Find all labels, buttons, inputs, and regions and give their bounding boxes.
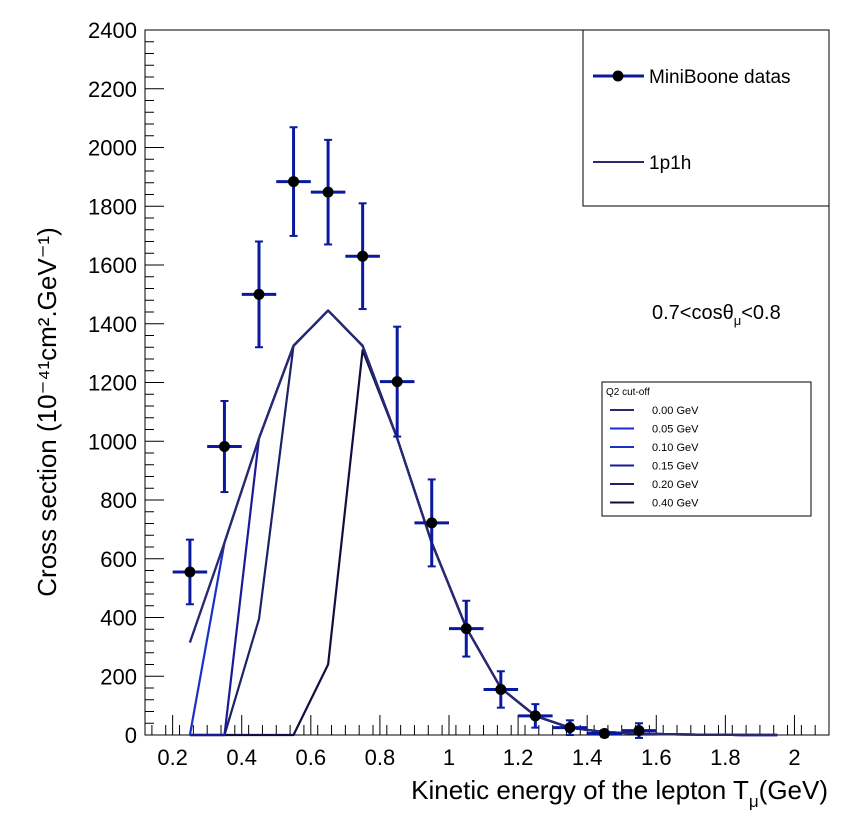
data-point bbox=[253, 288, 265, 300]
data-point bbox=[218, 441, 230, 453]
data-point bbox=[322, 186, 334, 198]
data-layer bbox=[172, 126, 657, 740]
cutoff-legend-label: 0.40 GeV bbox=[652, 498, 699, 510]
y-tick-label: 2200 bbox=[88, 77, 137, 102]
x-tick-label: 0.6 bbox=[296, 745, 327, 770]
x-tick-label: 1.4 bbox=[572, 745, 603, 770]
cutoff-legend: Q2 cut-off 0.00 GeV 0.05 GeV 0.10 GeV 0.15 … bbox=[601, 381, 812, 517]
data-point bbox=[460, 623, 472, 635]
y-tick-label: 1800 bbox=[88, 194, 137, 219]
x-tick-label: 2 bbox=[788, 745, 800, 770]
x-axis-title: Kinetic energy of the lepton Tμ(GeV) bbox=[411, 775, 828, 811]
y-tick-label: 2400 bbox=[88, 18, 137, 43]
main-legend-box bbox=[582, 29, 830, 207]
x-tick-label: 0.2 bbox=[157, 745, 188, 770]
y-tick-label: 600 bbox=[100, 547, 137, 572]
legend-label-miniboone: MiniBoone datas bbox=[649, 67, 791, 88]
y-tick-label: 800 bbox=[100, 488, 137, 513]
series-line-1p1h bbox=[188, 309, 778, 737]
y-tick-label: 200 bbox=[100, 664, 137, 689]
data-point bbox=[357, 250, 369, 262]
data-point bbox=[495, 683, 507, 695]
y-tick-label: 1600 bbox=[88, 253, 137, 278]
data-point bbox=[598, 728, 610, 740]
cutoff-legend-label: 0.20 GeV bbox=[652, 479, 699, 491]
legend-label-1p1h: 1p1h bbox=[649, 153, 691, 174]
x-tick-label: 1.2 bbox=[503, 745, 534, 770]
cutoff-legend-label: 0.05 GeV bbox=[652, 424, 699, 436]
x-tick-label: 0.8 bbox=[365, 745, 396, 770]
y-axis: 0 200 400 600 800 1000 1200 1400 1600 1800 2000 220… bbox=[88, 18, 164, 748]
cutoff-legend-label: 0.00 GeV bbox=[652, 405, 699, 417]
x-tick-label: 1 bbox=[443, 745, 455, 770]
legend-data-marker bbox=[612, 70, 624, 82]
data-point bbox=[564, 722, 576, 734]
y-tick-label: 0 bbox=[125, 723, 137, 748]
cutoff-legend-label: 0.15 GeV bbox=[652, 461, 699, 473]
y-tick-label: 400 bbox=[100, 606, 137, 631]
y-axis-title: Cross section (10⁻⁴¹cm².GeV⁻¹) bbox=[32, 227, 62, 596]
data-point bbox=[288, 176, 300, 188]
series-layer bbox=[188, 309, 778, 737]
y-tick-label: 1000 bbox=[88, 429, 137, 454]
y-tick-label: 1400 bbox=[88, 312, 137, 337]
x-axis: 0.2 0.4 0.6 0.8 1 1.2 1.4 1.6 1.8 2 bbox=[151, 715, 830, 770]
data-point bbox=[391, 376, 403, 388]
y-tick-label: 2000 bbox=[88, 136, 137, 161]
data-point bbox=[529, 710, 541, 722]
x-tick-label: 1.6 bbox=[641, 745, 672, 770]
data-point bbox=[426, 517, 438, 529]
cutoff-legend-box bbox=[601, 381, 812, 517]
data-point bbox=[184, 566, 196, 578]
x-tick-label: 1.8 bbox=[710, 745, 741, 770]
cutoff-legend-label: 0.10 GeV bbox=[652, 442, 699, 454]
y-tick-label: 1200 bbox=[88, 371, 137, 396]
main-legend: MiniBoone datas 1p1h bbox=[582, 29, 830, 207]
x-tick-label: 0.4 bbox=[226, 745, 257, 770]
cos-theta-annotation: 0.7<cosθμ<0.8 bbox=[652, 302, 781, 328]
data-point bbox=[633, 725, 645, 737]
cutoff-legend-title: Q2 cut-off bbox=[606, 387, 650, 398]
